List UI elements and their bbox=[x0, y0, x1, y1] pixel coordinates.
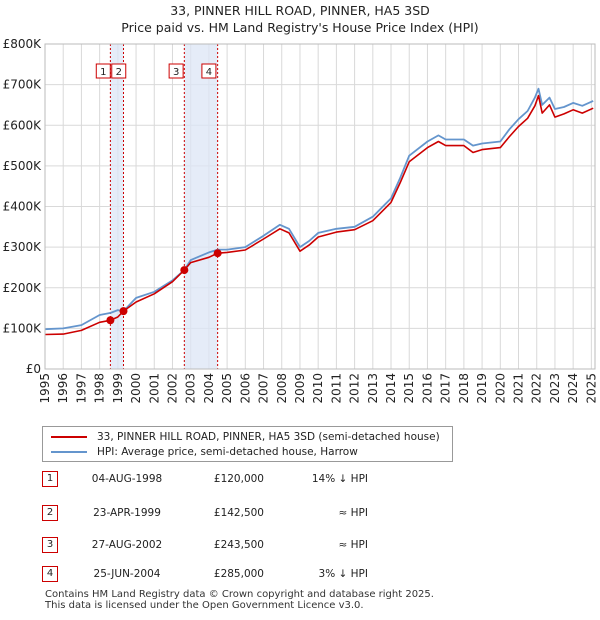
chart-subtitle: Price paid vs. HM Land Registry's House … bbox=[121, 20, 479, 35]
sale-date: 23-APR-1999 bbox=[93, 507, 161, 519]
hpi-line bbox=[44, 87, 594, 331]
sale-hpi-comparison: ≈ HPI bbox=[338, 539, 368, 551]
sale-number-box bbox=[111, 63, 127, 79]
sale-point bbox=[106, 316, 115, 325]
x-tick-label: 2024 bbox=[566, 373, 580, 404]
footer-copyright: Contains HM Land Registry data © Crown c… bbox=[45, 589, 434, 600]
x-tick-label: 2022 bbox=[530, 373, 544, 404]
x-tick-label: 2001 bbox=[147, 373, 161, 404]
x-tick-label: 2003 bbox=[184, 373, 198, 404]
sale-price: £285,000 bbox=[213, 568, 264, 580]
x-tick-label: 2008 bbox=[275, 373, 289, 404]
x-tick-label: 2010 bbox=[311, 373, 325, 404]
sale-number-badge: 3 bbox=[42, 537, 58, 553]
sale-number-label: 2 bbox=[116, 67, 122, 78]
x-tick-label: 2018 bbox=[457, 373, 471, 404]
chart-title-block: 33, PINNER HILL ROAD, PINNER, HA5 3SD Pr… bbox=[0, 2, 600, 36]
x-tick-label: 2009 bbox=[293, 373, 307, 404]
sale-number-label: 3 bbox=[173, 67, 179, 78]
x-tick-label: 2023 bbox=[548, 373, 562, 404]
x-tick-label: 2021 bbox=[512, 373, 526, 404]
y-tick-label: £200K bbox=[3, 281, 43, 295]
footer-licence: This data is licensed under the Open Gov… bbox=[45, 600, 364, 611]
y-tick-label: £500K bbox=[3, 159, 43, 173]
legend-swatch-property bbox=[51, 436, 87, 438]
sale-point bbox=[180, 266, 189, 275]
x-tick-label: 2000 bbox=[129, 373, 143, 404]
sale-number-label: 1 bbox=[100, 67, 106, 78]
footer: Contains HM Land Registry data © Crown c… bbox=[45, 589, 434, 611]
sale-hpi-comparison: ≈ HPI bbox=[338, 507, 368, 519]
x-tick-label: 2004 bbox=[202, 373, 216, 404]
table-row: 4 25-JUN-2004 £285,000 3% ↓ HPI bbox=[42, 565, 442, 583]
sale-period-shade bbox=[110, 44, 124, 369]
x-tick-label: 2006 bbox=[238, 373, 252, 404]
chart-title: 33, PINNER HILL ROAD, PINNER, HA5 3SD bbox=[170, 3, 430, 18]
sale-point bbox=[119, 307, 128, 316]
table-row: 2 23-APR-1999 £142,500 ≈ HPI bbox=[42, 504, 442, 522]
x-tick-label: 2007 bbox=[257, 373, 271, 404]
sale-number-badge: 4 bbox=[42, 566, 58, 582]
x-tick-label: 2014 bbox=[384, 373, 398, 404]
legend-label-hpi: HPI: Average price, semi-detached house,… bbox=[97, 446, 358, 458]
y-tick-label: £600K bbox=[3, 118, 43, 132]
legend-item-hpi: HPI: Average price, semi-detached house,… bbox=[51, 445, 358, 459]
sale-date: 25-JUN-2004 bbox=[93, 568, 161, 580]
sale-number-box bbox=[201, 63, 217, 79]
sale-hpi-comparison: 14% ↓ HPI bbox=[311, 473, 368, 485]
x-tick-label: 2005 bbox=[220, 373, 234, 404]
sale-date: 27-AUG-2002 bbox=[91, 539, 163, 551]
x-tick-label: 2016 bbox=[420, 373, 434, 404]
x-tick-label: 2002 bbox=[165, 373, 179, 404]
x-tick-label: 2013 bbox=[366, 373, 380, 404]
sale-price: £243,500 bbox=[213, 539, 264, 551]
plot-border bbox=[44, 43, 596, 370]
y-tick-label: £300K bbox=[3, 240, 43, 254]
legend-item-property: 33, PINNER HILL ROAD, PINNER, HA5 3SD (s… bbox=[51, 430, 440, 444]
x-tick-label: 1999 bbox=[111, 373, 125, 404]
legend-swatch-hpi bbox=[51, 451, 87, 453]
x-tick-label: 2012 bbox=[348, 373, 362, 404]
legend: 33, PINNER HILL ROAD, PINNER, HA5 3SD (s… bbox=[42, 426, 453, 462]
property-price-line bbox=[44, 94, 594, 336]
sale-number-box bbox=[168, 63, 184, 79]
sale-date: 04-AUG-1998 bbox=[91, 473, 163, 485]
sale-shading bbox=[109, 44, 219, 369]
sale-number-badge: 1 bbox=[42, 471, 58, 487]
x-tick-label: 2020 bbox=[493, 373, 507, 404]
table-row: 1 04-AUG-1998 £120,000 14% ↓ HPI bbox=[42, 470, 442, 488]
y-tick-label: £700K bbox=[3, 78, 43, 92]
sale-price: £120,000 bbox=[213, 473, 264, 485]
y-tick-label: £800K bbox=[3, 37, 43, 51]
x-tick-label: 1995 bbox=[38, 373, 52, 404]
sale-price: £142,500 bbox=[213, 507, 264, 519]
sale-hpi-comparison: 3% ↓ HPI bbox=[318, 568, 368, 580]
x-tick-label: 1998 bbox=[93, 373, 107, 404]
legend-label-property: 33, PINNER HILL ROAD, PINNER, HA5 3SD (s… bbox=[97, 431, 440, 443]
y-tick-label: £0 bbox=[26, 362, 41, 376]
x-tick-label: 1997 bbox=[74, 373, 88, 404]
sale-number-label: 4 bbox=[206, 67, 212, 78]
y-tick-label: £400K bbox=[3, 200, 43, 214]
x-tick-label: 2019 bbox=[475, 373, 489, 404]
y-tick-label: £100K bbox=[3, 321, 43, 335]
sale-period-shade bbox=[184, 44, 218, 369]
sale-number-box bbox=[95, 63, 111, 79]
axes: £0 £100K £200K £300K £400K £500K £600K £700K £80… bbox=[3, 37, 599, 404]
x-tick-label: 2017 bbox=[439, 373, 453, 404]
x-tick-label: 1996 bbox=[56, 373, 70, 404]
x-tick-label: 2025 bbox=[584, 373, 598, 404]
sale-number-badge: 2 bbox=[42, 505, 58, 521]
series bbox=[44, 87, 594, 336]
table-row: 3 27-AUG-2002 £243,500 ≈ HPI bbox=[42, 536, 442, 554]
x-tick-label: 2011 bbox=[329, 373, 343, 404]
sale-point bbox=[213, 249, 222, 258]
x-tick-label: 2015 bbox=[402, 373, 416, 404]
